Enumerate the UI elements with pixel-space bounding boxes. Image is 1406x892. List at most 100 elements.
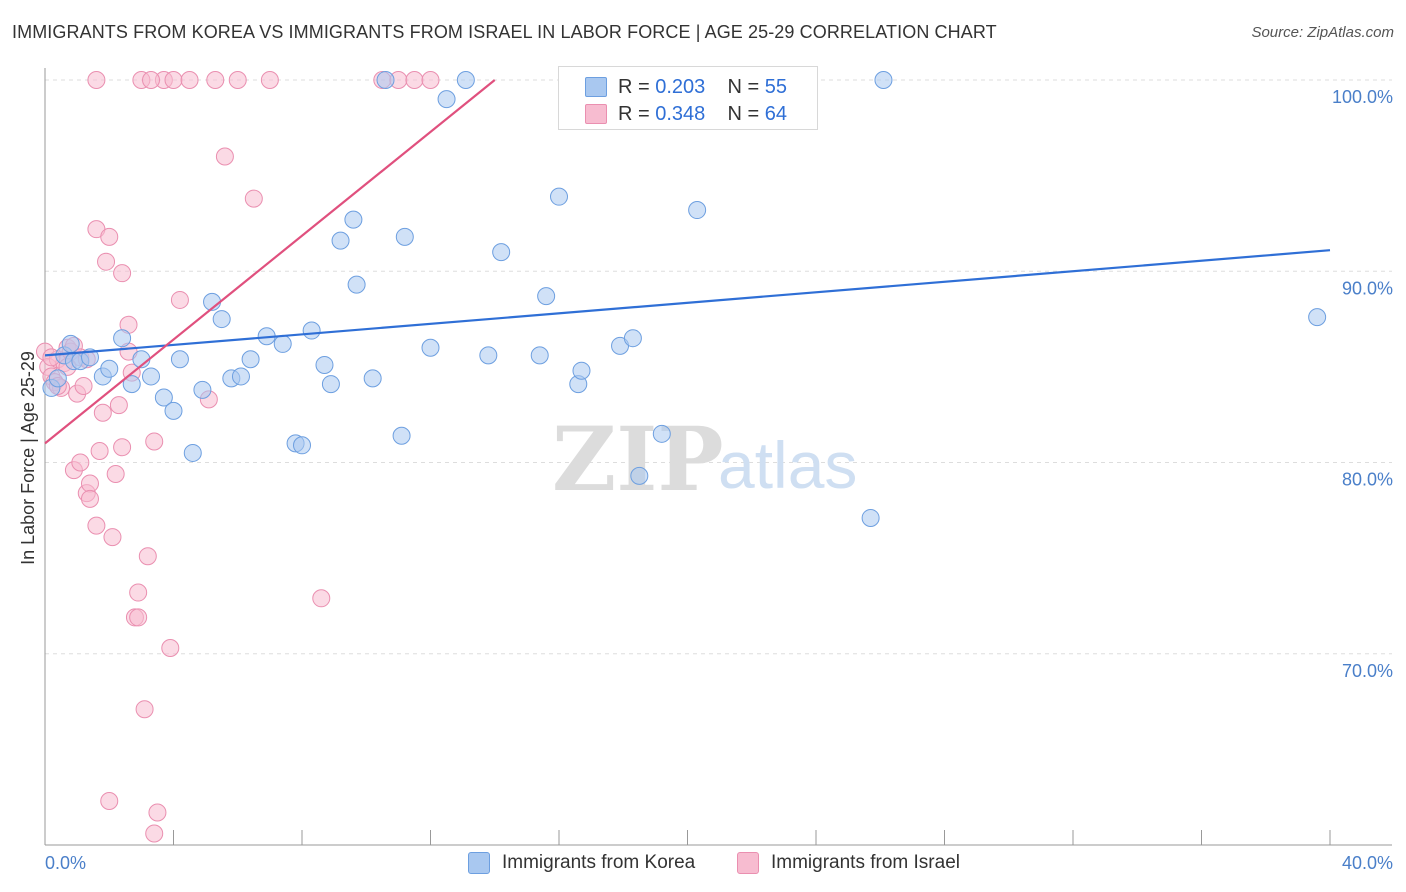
korea-point bbox=[113, 329, 132, 348]
israel-swatch-icon bbox=[585, 104, 607, 124]
israel-point bbox=[145, 432, 164, 451]
korea-point bbox=[154, 388, 173, 407]
korea-point bbox=[874, 71, 893, 89]
korea-point bbox=[122, 375, 141, 394]
korea-point bbox=[302, 321, 321, 340]
israel-point bbox=[228, 71, 247, 89]
israel-r-label: R = bbox=[618, 102, 656, 125]
watermark-zip: ZIP bbox=[552, 407, 724, 511]
y-axis-title: In Labor Force | Age 25-29 bbox=[18, 351, 38, 565]
israel-point bbox=[93, 403, 112, 422]
korea-point bbox=[861, 508, 880, 527]
korea-n-value: 55 bbox=[764, 75, 788, 98]
israel-point bbox=[87, 71, 106, 89]
y-tick-label: 100.0% bbox=[1332, 87, 1393, 107]
axis-labels: 70.0% 80.0% 90.0% 100.0% 0.0% 40.0% In Labor F… bbox=[18, 87, 1393, 873]
korea-swatch-icon bbox=[585, 77, 607, 97]
israel-trend-line bbox=[44, 79, 496, 445]
korea-point bbox=[537, 287, 556, 306]
israel-point bbox=[164, 71, 183, 89]
legend-label-israel: Immigrants from Israel bbox=[771, 852, 960, 873]
israel-point bbox=[74, 377, 93, 395]
israel-point bbox=[80, 489, 99, 508]
legend-item-korea[interactable]: Immigrants from Korea bbox=[468, 852, 695, 874]
korea-point bbox=[1308, 308, 1327, 327]
korea-point bbox=[376, 71, 395, 89]
korea-point bbox=[572, 361, 591, 380]
korea-point bbox=[170, 350, 189, 369]
israel-point bbox=[129, 583, 148, 602]
israel-point bbox=[129, 608, 148, 627]
israel-n-label: N = bbox=[727, 102, 765, 125]
korea-point bbox=[492, 243, 511, 262]
korea-point bbox=[623, 329, 642, 348]
korea-point bbox=[321, 375, 340, 394]
israel-point bbox=[421, 71, 440, 89]
israel-point bbox=[109, 396, 128, 415]
israel-r-value: 0.348 bbox=[655, 102, 706, 125]
korea-point bbox=[392, 426, 411, 445]
source-label: Source: ZipAtlas.com bbox=[1251, 24, 1394, 41]
watermark: ZIP atlas bbox=[552, 407, 857, 511]
israel-point bbox=[206, 71, 225, 89]
israel-point bbox=[161, 639, 180, 658]
israel-point bbox=[215, 147, 234, 166]
israel-point bbox=[106, 464, 125, 483]
israel-point bbox=[405, 71, 424, 89]
legend-label-korea: Immigrants from Korea bbox=[502, 852, 696, 873]
y-tick-label: 80.0% bbox=[1342, 470, 1393, 490]
korea-point bbox=[688, 201, 707, 220]
israel-point bbox=[71, 453, 90, 472]
series-legend: Immigrants from Korea Immigrants from Is… bbox=[0, 852, 1406, 878]
korea-point bbox=[231, 367, 250, 386]
korea-point bbox=[479, 346, 498, 365]
korea-point bbox=[164, 401, 183, 420]
korea-point bbox=[142, 367, 161, 386]
korea-trend-line bbox=[44, 249, 1331, 357]
legend-item-israel[interactable]: Immigrants from Israel bbox=[737, 852, 960, 874]
y-tick-label: 70.0% bbox=[1342, 661, 1393, 681]
korea-point bbox=[241, 350, 260, 369]
korea-point bbox=[344, 210, 363, 229]
israel-legend-swatch-icon bbox=[737, 852, 759, 874]
korea-point bbox=[456, 71, 475, 89]
korea-point bbox=[530, 346, 549, 365]
israel-point bbox=[138, 547, 157, 566]
israel-point bbox=[244, 189, 263, 208]
korea-point bbox=[193, 380, 212, 399]
israel-point bbox=[180, 71, 199, 89]
israel-point bbox=[142, 71, 161, 89]
israel-point bbox=[103, 528, 122, 547]
korea-point bbox=[183, 443, 202, 462]
watermark-atlas: atlas bbox=[718, 428, 857, 502]
trend-lines bbox=[44, 79, 1331, 445]
korea-point bbox=[630, 466, 649, 485]
israel-point bbox=[80, 474, 99, 493]
korea-point bbox=[331, 231, 350, 250]
korea-point bbox=[421, 338, 440, 357]
data-points bbox=[36, 71, 1327, 843]
israel-point bbox=[87, 516, 106, 535]
x-tick-label: 0.0% bbox=[45, 853, 86, 873]
y-tick-label: 90.0% bbox=[1342, 278, 1393, 298]
israel-point bbox=[100, 227, 119, 246]
israel-point bbox=[113, 438, 132, 457]
chart-title: IMMIGRANTS FROM KOREA VS IMMIGRANTS FROM… bbox=[12, 22, 997, 42]
israel-point bbox=[100, 792, 119, 811]
israel-point bbox=[148, 803, 167, 822]
korea-point bbox=[363, 369, 382, 388]
stats-legend: R = 0.203 N = 55 R = 0.348 N = 64 bbox=[558, 66, 818, 130]
israel-point bbox=[90, 442, 109, 461]
korea-point bbox=[550, 187, 568, 206]
korea-point bbox=[437, 90, 456, 109]
korea-point bbox=[652, 424, 671, 443]
israel-point bbox=[170, 290, 189, 309]
korea-r-value: 0.203 bbox=[655, 75, 706, 98]
korea-legend-swatch-icon bbox=[468, 852, 490, 874]
israel-point bbox=[145, 824, 164, 843]
korea-n-label: N = bbox=[727, 75, 765, 98]
korea-point bbox=[315, 355, 334, 374]
korea-point bbox=[100, 359, 119, 378]
korea-point bbox=[61, 334, 80, 353]
